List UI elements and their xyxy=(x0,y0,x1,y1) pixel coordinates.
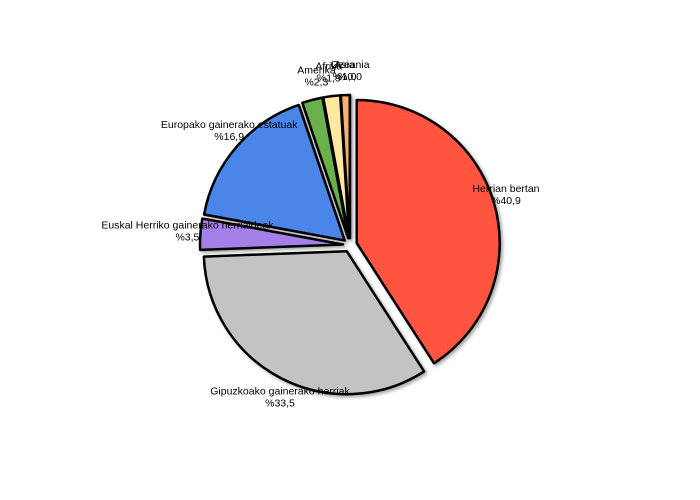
slice-value-label: %3,5 xyxy=(175,232,199,244)
slice-label: Gipuzkoako gainerako herriak xyxy=(210,385,350,397)
slice-value-label: %40,9 xyxy=(491,195,521,207)
slice-label: Ozeania xyxy=(330,59,369,71)
slice-value-label: %0,0 xyxy=(338,71,362,83)
pie-slice xyxy=(198,217,345,252)
slice-value-label: %1,9 xyxy=(317,72,341,84)
slice-label: Euskal Herriko gainerako herrialdeak xyxy=(101,220,274,232)
slice-value-label: %16,9 xyxy=(214,131,244,143)
slice-value-label: %33,5 xyxy=(265,397,295,409)
slice-label: Afrika xyxy=(315,60,342,72)
slice-value-label: %2,3 xyxy=(304,77,328,89)
pie-slice xyxy=(202,249,426,396)
pie xyxy=(198,93,501,396)
labels: Herrian bertan%40,9 Gipuzkoako gainerako … xyxy=(101,59,539,409)
pie-slice xyxy=(202,103,346,242)
slice-label: Europako gainerako estatuak xyxy=(161,119,298,131)
slice-value-label: %1,0 xyxy=(333,71,357,83)
slice-label: Asia xyxy=(334,59,355,71)
slice-label: Herrian bertan xyxy=(472,183,539,195)
slice-label: Amerika xyxy=(297,65,336,77)
pie-slice xyxy=(355,98,501,365)
